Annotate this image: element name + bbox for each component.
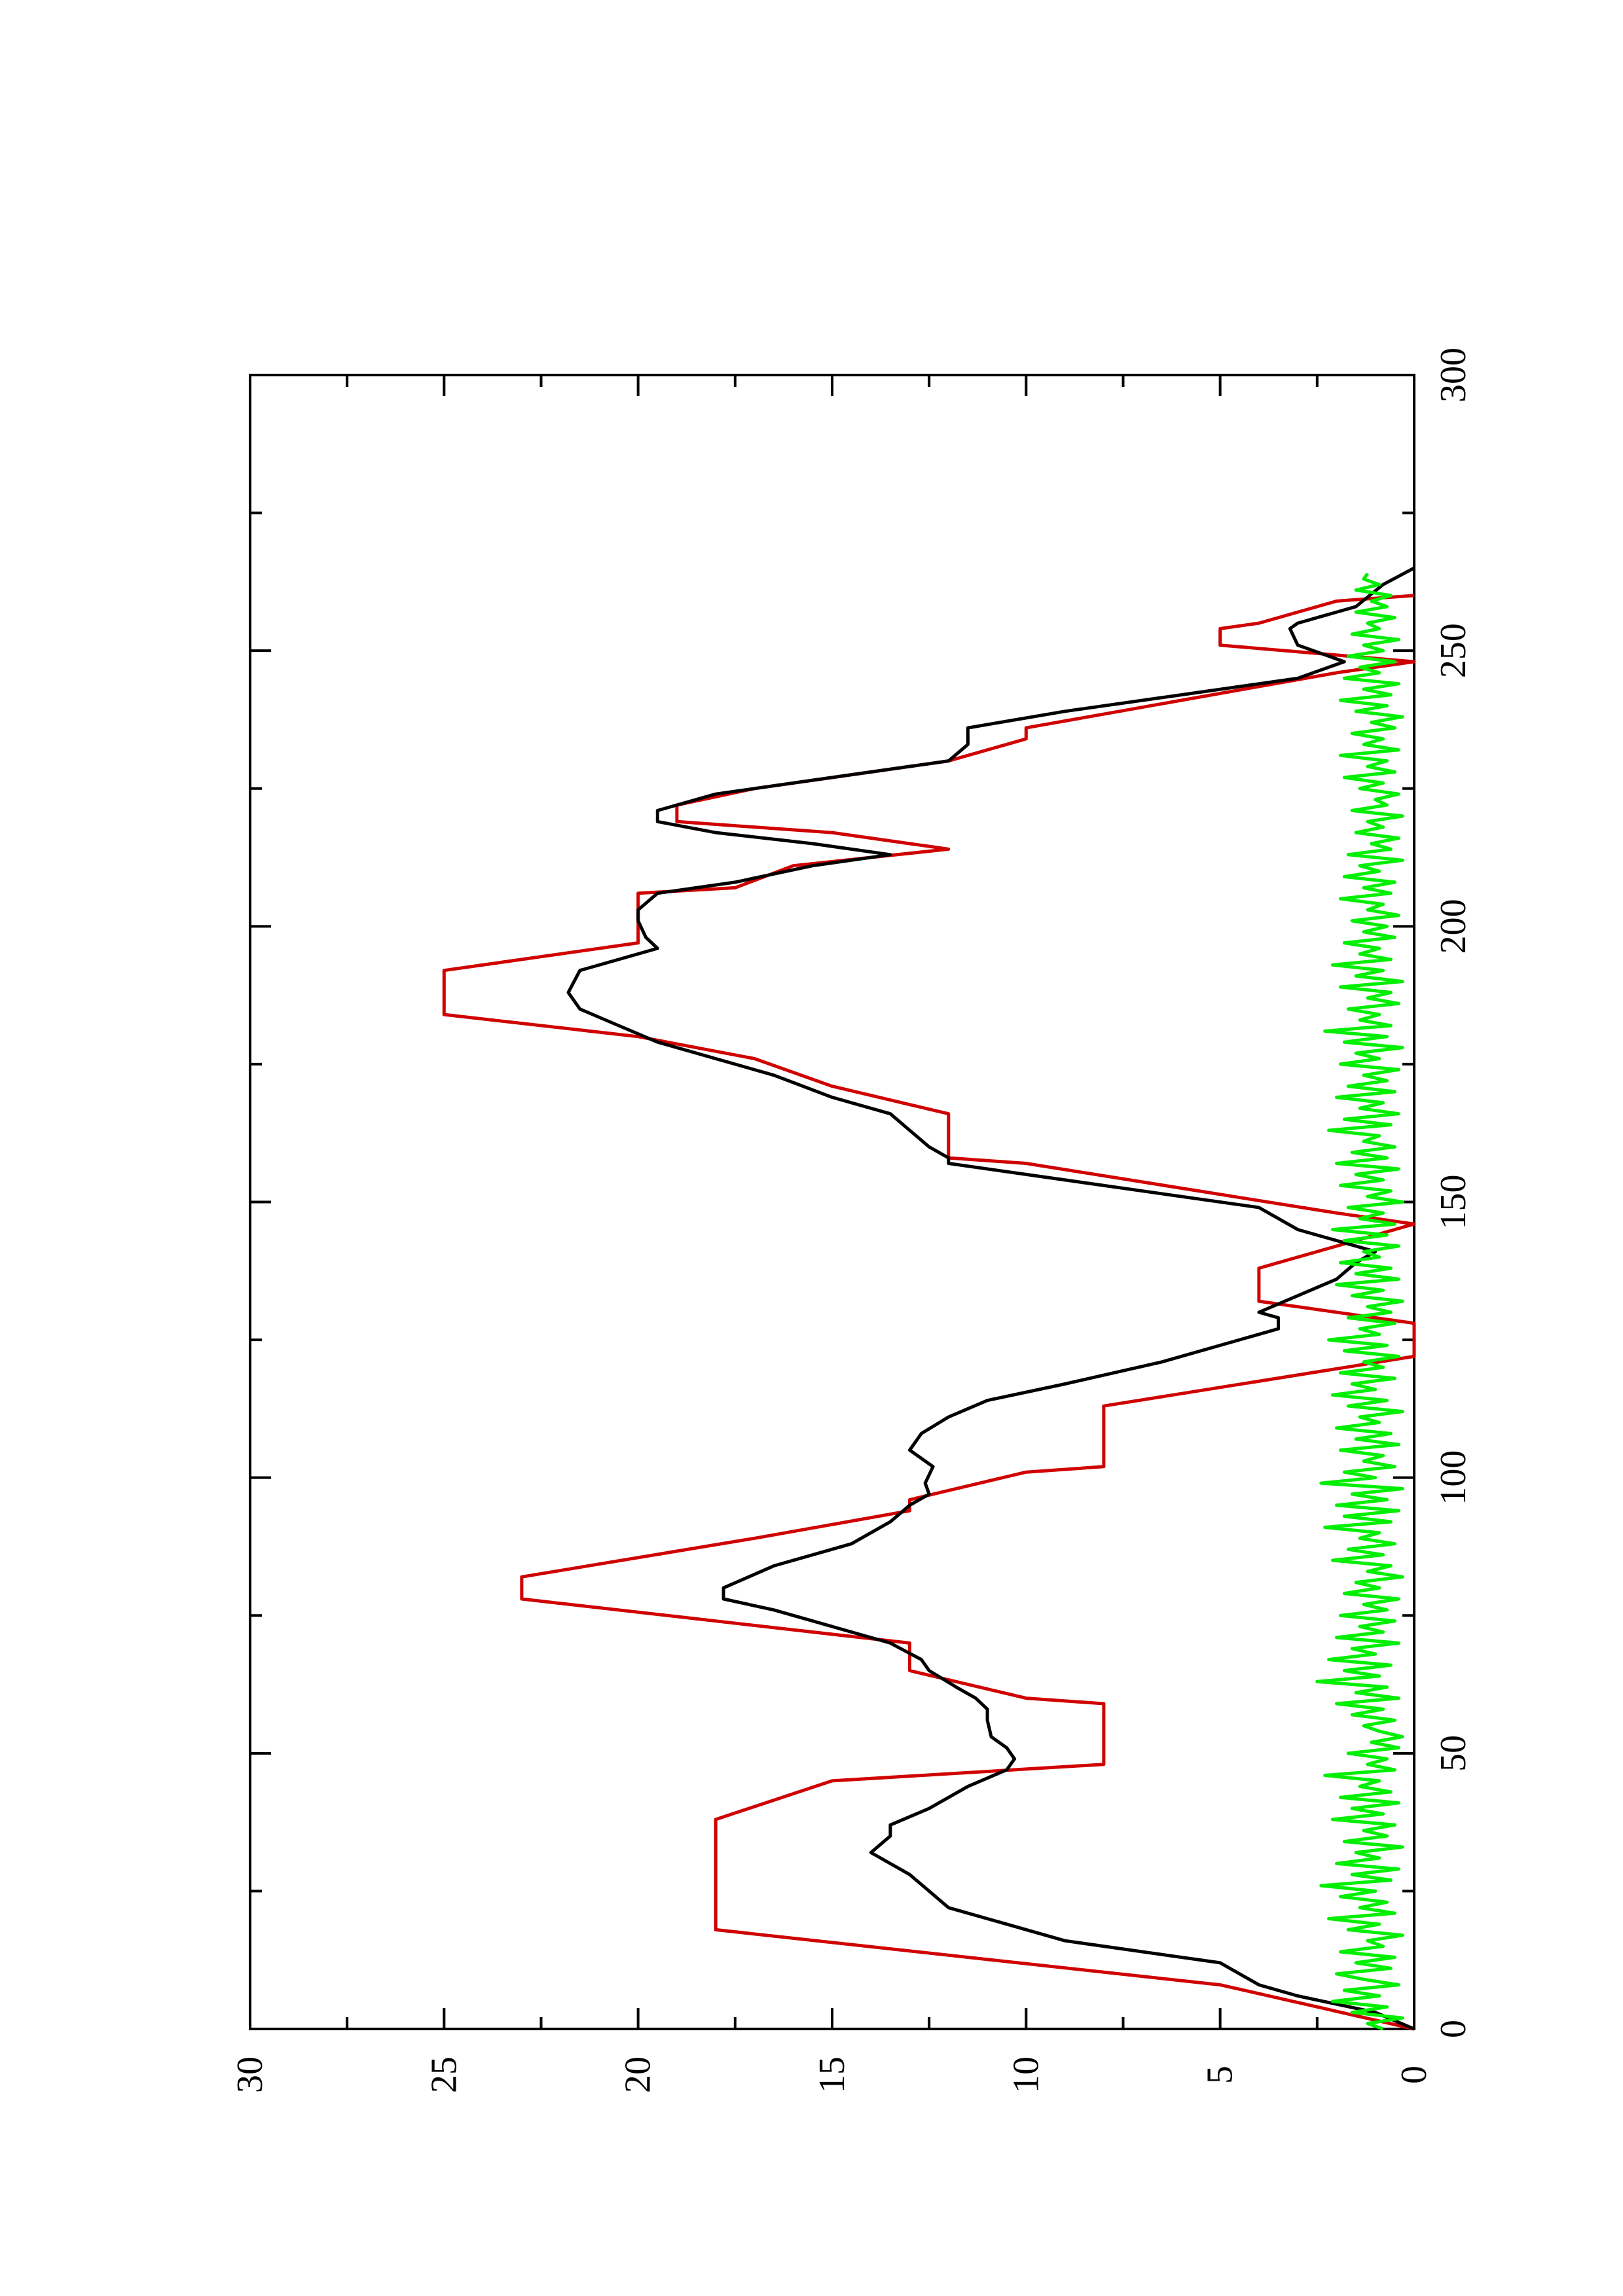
x-tick-label: 0 (1433, 2020, 1474, 2038)
series-black-line (566, 566, 1415, 2031)
x-tick-label: 100 (1433, 1450, 1474, 1505)
x-tick-label: 50 (1433, 1735, 1474, 1772)
x-tick-label: 250 (1433, 623, 1474, 678)
y-tick-label: 30 (230, 2056, 270, 2093)
series-green-line (1315, 572, 1404, 2031)
y-tick-label: 10 (1006, 2056, 1046, 2093)
x-tick-label: 300 (1433, 348, 1474, 403)
series-red-line (442, 594, 1416, 2031)
axis-ticks (249, 374, 1415, 2030)
series-layer (442, 566, 1416, 2031)
x-tick-label: 150 (1433, 1175, 1474, 1230)
x-tick-label: 200 (1433, 899, 1474, 954)
tick-labels: 0 50 100 150 200 250 300 0 5 10 15 20 25 30 (230, 348, 1474, 2093)
y-tick-label: 5 (1200, 2066, 1241, 2084)
y-tick-label: 0 (1394, 2066, 1434, 2084)
y-tick-label: 15 (812, 2056, 852, 2093)
y-tick-label: 25 (424, 2056, 464, 2093)
y-tick-label: 20 (618, 2056, 659, 2093)
